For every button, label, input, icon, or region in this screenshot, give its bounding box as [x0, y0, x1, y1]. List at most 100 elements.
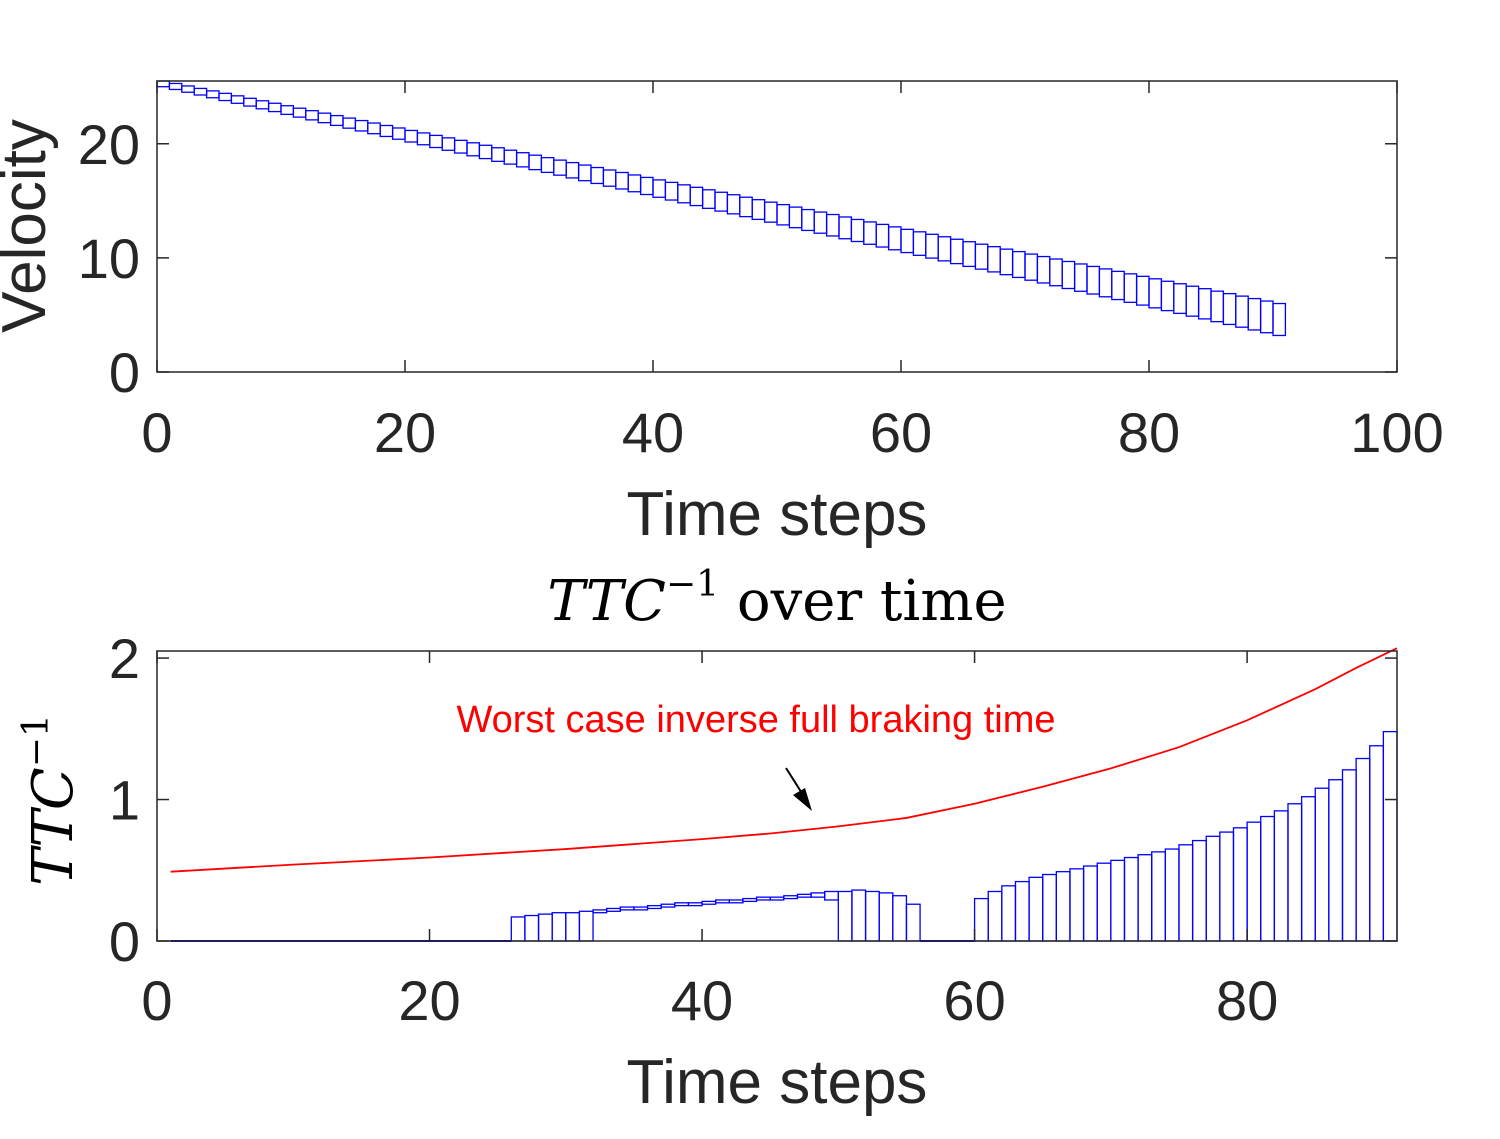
- velocity-box: [664, 181, 679, 201]
- ttc-box: [728, 899, 744, 904]
- velocity-box: [491, 147, 505, 162]
- ttc-box: [755, 896, 771, 901]
- velocity-box: [478, 144, 493, 160]
- ttc-box: [1137, 854, 1153, 942]
- velocity-box: [1185, 285, 1200, 317]
- velocity-box: [925, 233, 939, 259]
- velocity-box: [677, 184, 691, 204]
- x-tick-label: 0: [141, 969, 172, 1032]
- y-tick-label: 0: [109, 910, 140, 973]
- velocity-box: [1247, 297, 1262, 331]
- velocity-box: [788, 206, 803, 229]
- ttc-box: [1110, 859, 1126, 942]
- ttc-title-symbol: TTC: [547, 569, 666, 634]
- velocity-box: [218, 92, 233, 102]
- ttc-box: [824, 890, 839, 901]
- velocity-box: [689, 186, 704, 207]
- velocity-box: [292, 107, 307, 118]
- velocity-box: [280, 105, 295, 115]
- velocity-y-axis-label: Velocity: [0, 119, 59, 333]
- velocity-x-tick-labels: 0 20 40 60 80 100: [141, 401, 1443, 464]
- velocity-panel: 0 20 40 60 80 100 0 10 20 Time steps Velocity: [0, 80, 1444, 549]
- velocity-box: [615, 171, 629, 190]
- ttc-box: [769, 896, 785, 901]
- velocity-box: [776, 203, 791, 226]
- velocity-box: [701, 189, 716, 209]
- velocity-box: [540, 156, 555, 174]
- velocity-interval-boxes: [156, 80, 1287, 337]
- velocity-box: [317, 112, 332, 124]
- velocity-box: [553, 159, 567, 176]
- velocity-tick-marks: [156, 81, 1398, 373]
- ttc-box: [1123, 856, 1139, 942]
- velocity-box: [466, 142, 481, 157]
- ttc-box: [1260, 815, 1276, 942]
- velocity-box: [243, 97, 257, 107]
- velocity-box: [205, 90, 220, 99]
- velocity-box: [1073, 263, 1088, 292]
- velocity-box: [900, 228, 915, 254]
- ttc-title-text: over time: [719, 569, 1007, 634]
- velocity-box: [1148, 278, 1163, 309]
- ttc-title-exponent: −1: [666, 564, 719, 605]
- ttc-axes-frame: [156, 650, 1398, 942]
- velocity-box: [391, 127, 406, 140]
- ttc-box: [905, 903, 921, 942]
- x-tick-label: 60: [943, 969, 1005, 1032]
- ttc-box: [987, 890, 1003, 942]
- velocity-box: [528, 154, 543, 171]
- velocity-box: [168, 82, 183, 91]
- y-tick-label: 1: [109, 769, 140, 832]
- velocity-box: [1011, 250, 1026, 279]
- ttc-box: [1314, 787, 1330, 942]
- velocity-box: [1086, 265, 1101, 295]
- velocity-box: [949, 238, 964, 265]
- braking-curve-annotation: Worst case inverse full braking time: [456, 699, 1055, 741]
- ttc-box: [878, 892, 894, 942]
- velocity-box: [887, 226, 902, 251]
- velocity-box: [1024, 253, 1039, 281]
- velocity-x-axis-label: Time steps: [627, 480, 928, 549]
- x-tick-label: 20: [398, 969, 460, 1032]
- ttc-box: [1096, 862, 1112, 942]
- ttc-box: [1151, 851, 1167, 942]
- ttc-box: [1028, 876, 1044, 942]
- velocity-box: [974, 243, 989, 270]
- worst-case-braking-curve: [170, 647, 1398, 873]
- ttc-box: [1355, 757, 1371, 942]
- ttc-chart-title: TTC−1 over time: [547, 564, 1006, 634]
- ttc-box: [578, 910, 594, 942]
- velocity-box: [1197, 288, 1212, 320]
- velocity-box: [602, 169, 617, 187]
- x-tick-label: 40: [622, 401, 684, 464]
- ttc-box: [701, 900, 717, 905]
- ttc-interval-boxes: [510, 730, 1398, 942]
- ttc-box: [796, 893, 812, 898]
- ttc-x-axis-label: Time steps: [627, 1048, 928, 1117]
- ttc-panel: TTC−1 over time 0 20 40 60 80 012 Worst case…: [16, 564, 1398, 1117]
- ttc-box: [565, 912, 581, 942]
- velocity-box: [429, 134, 443, 149]
- ttc-box: [510, 916, 526, 942]
- x-tick-label: 80: [1216, 969, 1278, 1032]
- velocity-box: [1160, 280, 1175, 312]
- velocity-box: [1210, 290, 1225, 323]
- ttc-box: [551, 912, 567, 942]
- ttc-box: [646, 904, 662, 910]
- ttc-y-tick-labels: 0 1 2: [109, 627, 140, 973]
- velocity-box: [255, 100, 270, 110]
- velocity-box: [863, 221, 877, 245]
- velocity-box: [1049, 258, 1063, 287]
- velocity-box: [193, 87, 208, 96]
- x-tick-label: 40: [671, 969, 733, 1032]
- velocity-box: [1272, 302, 1287, 337]
- ttc-box: [592, 909, 608, 914]
- velocity-box: [565, 161, 580, 179]
- velocity-box: [515, 152, 530, 168]
- velocity-y-tick-labels: 0 10 20: [78, 113, 140, 404]
- ttc-box: [1341, 769, 1357, 942]
- velocity-box: [329, 114, 344, 127]
- velocity-box: [1259, 300, 1274, 334]
- velocity-box: [875, 223, 890, 248]
